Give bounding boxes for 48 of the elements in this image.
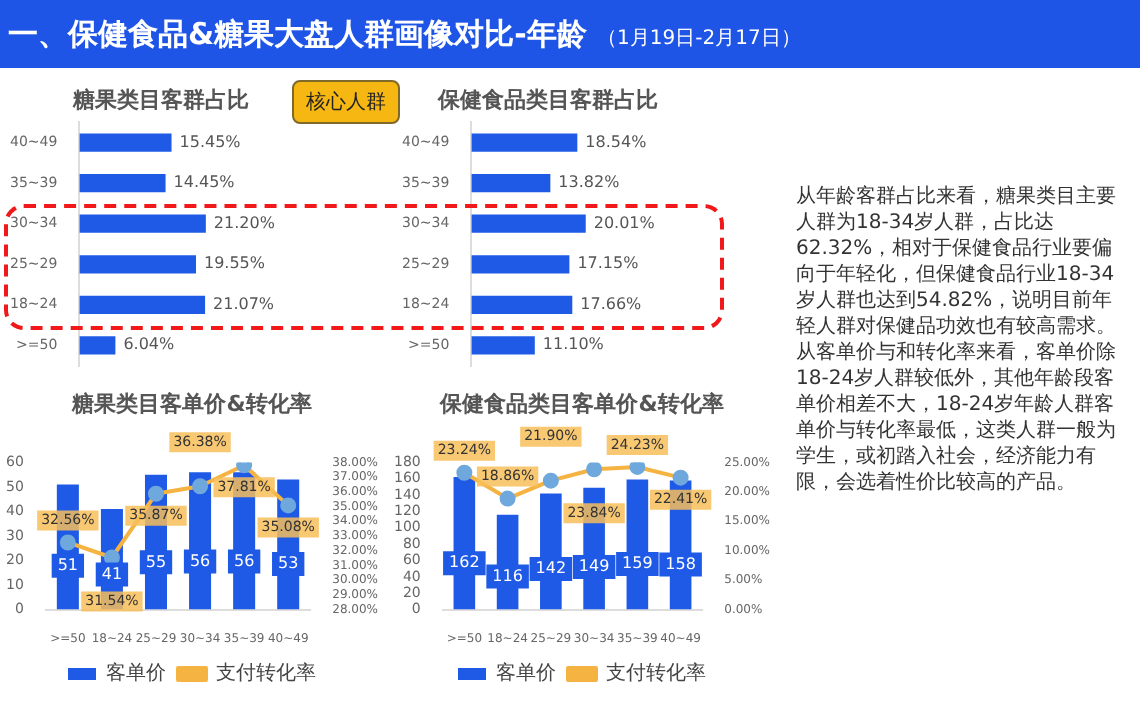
bar <box>471 336 535 355</box>
data-label: 15.45% <box>179 132 242 151</box>
data-label: 41 <box>101 564 123 583</box>
text: 核心人群 <box>292 80 400 124</box>
data-label: 158 <box>665 554 696 573</box>
bar <box>79 255 196 274</box>
bar <box>471 214 586 233</box>
chart-title: 糖果类目客群占比 <box>71 86 249 113</box>
bar <box>471 295 573 314</box>
legend-label: 客单价 <box>106 661 166 686</box>
text: 一、保健食品&糖果大盘人群画像对比-年龄 <box>8 16 587 52</box>
bar <box>79 295 206 314</box>
data-label: 13.82% <box>558 173 621 192</box>
data-label: 149 <box>578 557 610 576</box>
data-label: 20.01% <box>593 213 656 232</box>
legend-label: 支付转化率 <box>606 661 706 686</box>
data-label: 162 <box>449 553 480 572</box>
bar <box>79 214 206 233</box>
chart-title: 保健食品类目客单价&转化率 <box>438 390 724 417</box>
text: 从年龄客群占比来看，糖果类目主要人群为18-34岁人群，占比达62.32%，相对于保健食品行业要偏向于年轻化，但保健食品行业18-34岁人群也达到54.82%，说明目前年轻人群对保健品功效也有较高需求。从客单价与和转化率来看，客单价除18-24岁人群较低外，其他年龄段客单价相差不大，18-24岁年龄人群客单价与转化率最低，这类人群一般为学生，或初踏入社会，经济能力有限，会选着性价比较高的产品。 <box>796 186 1116 494</box>
bar <box>79 336 116 355</box>
data-label: 17.66% <box>580 294 643 313</box>
data-label: 142 <box>535 559 567 578</box>
bar <box>471 133 578 152</box>
data-label: 14.45% <box>173 173 236 192</box>
data-label: 51 <box>57 555 79 574</box>
data-label: 53 <box>278 554 299 573</box>
data-label: 6.04% <box>123 335 176 354</box>
data-label: 17.15% <box>577 254 640 273</box>
legend-label: 支付转化率 <box>216 661 316 686</box>
bar <box>471 255 570 274</box>
bar <box>471 174 551 193</box>
data-label: 19.55% <box>203 254 266 273</box>
bar <box>79 174 166 193</box>
data-label: 116 <box>492 566 523 585</box>
legend-label: 客单价 <box>496 661 556 686</box>
data-label: 18.54% <box>585 132 648 151</box>
data-label: 21.20% <box>213 213 276 232</box>
text: （1月19日-2月17日） <box>597 28 801 50</box>
data-label: 21.07% <box>213 294 275 313</box>
chart-title: 保健食品类目客群占比 <box>436 86 658 113</box>
data-label: 56 <box>233 551 255 570</box>
data-label: 159 <box>622 554 653 573</box>
data-label: 56 <box>189 551 211 570</box>
data-label: 55 <box>145 552 167 571</box>
chart-title: 糖果类目客单价&转化率 <box>70 390 312 417</box>
bar <box>79 133 172 152</box>
data-label: 11.10% <box>542 335 605 354</box>
